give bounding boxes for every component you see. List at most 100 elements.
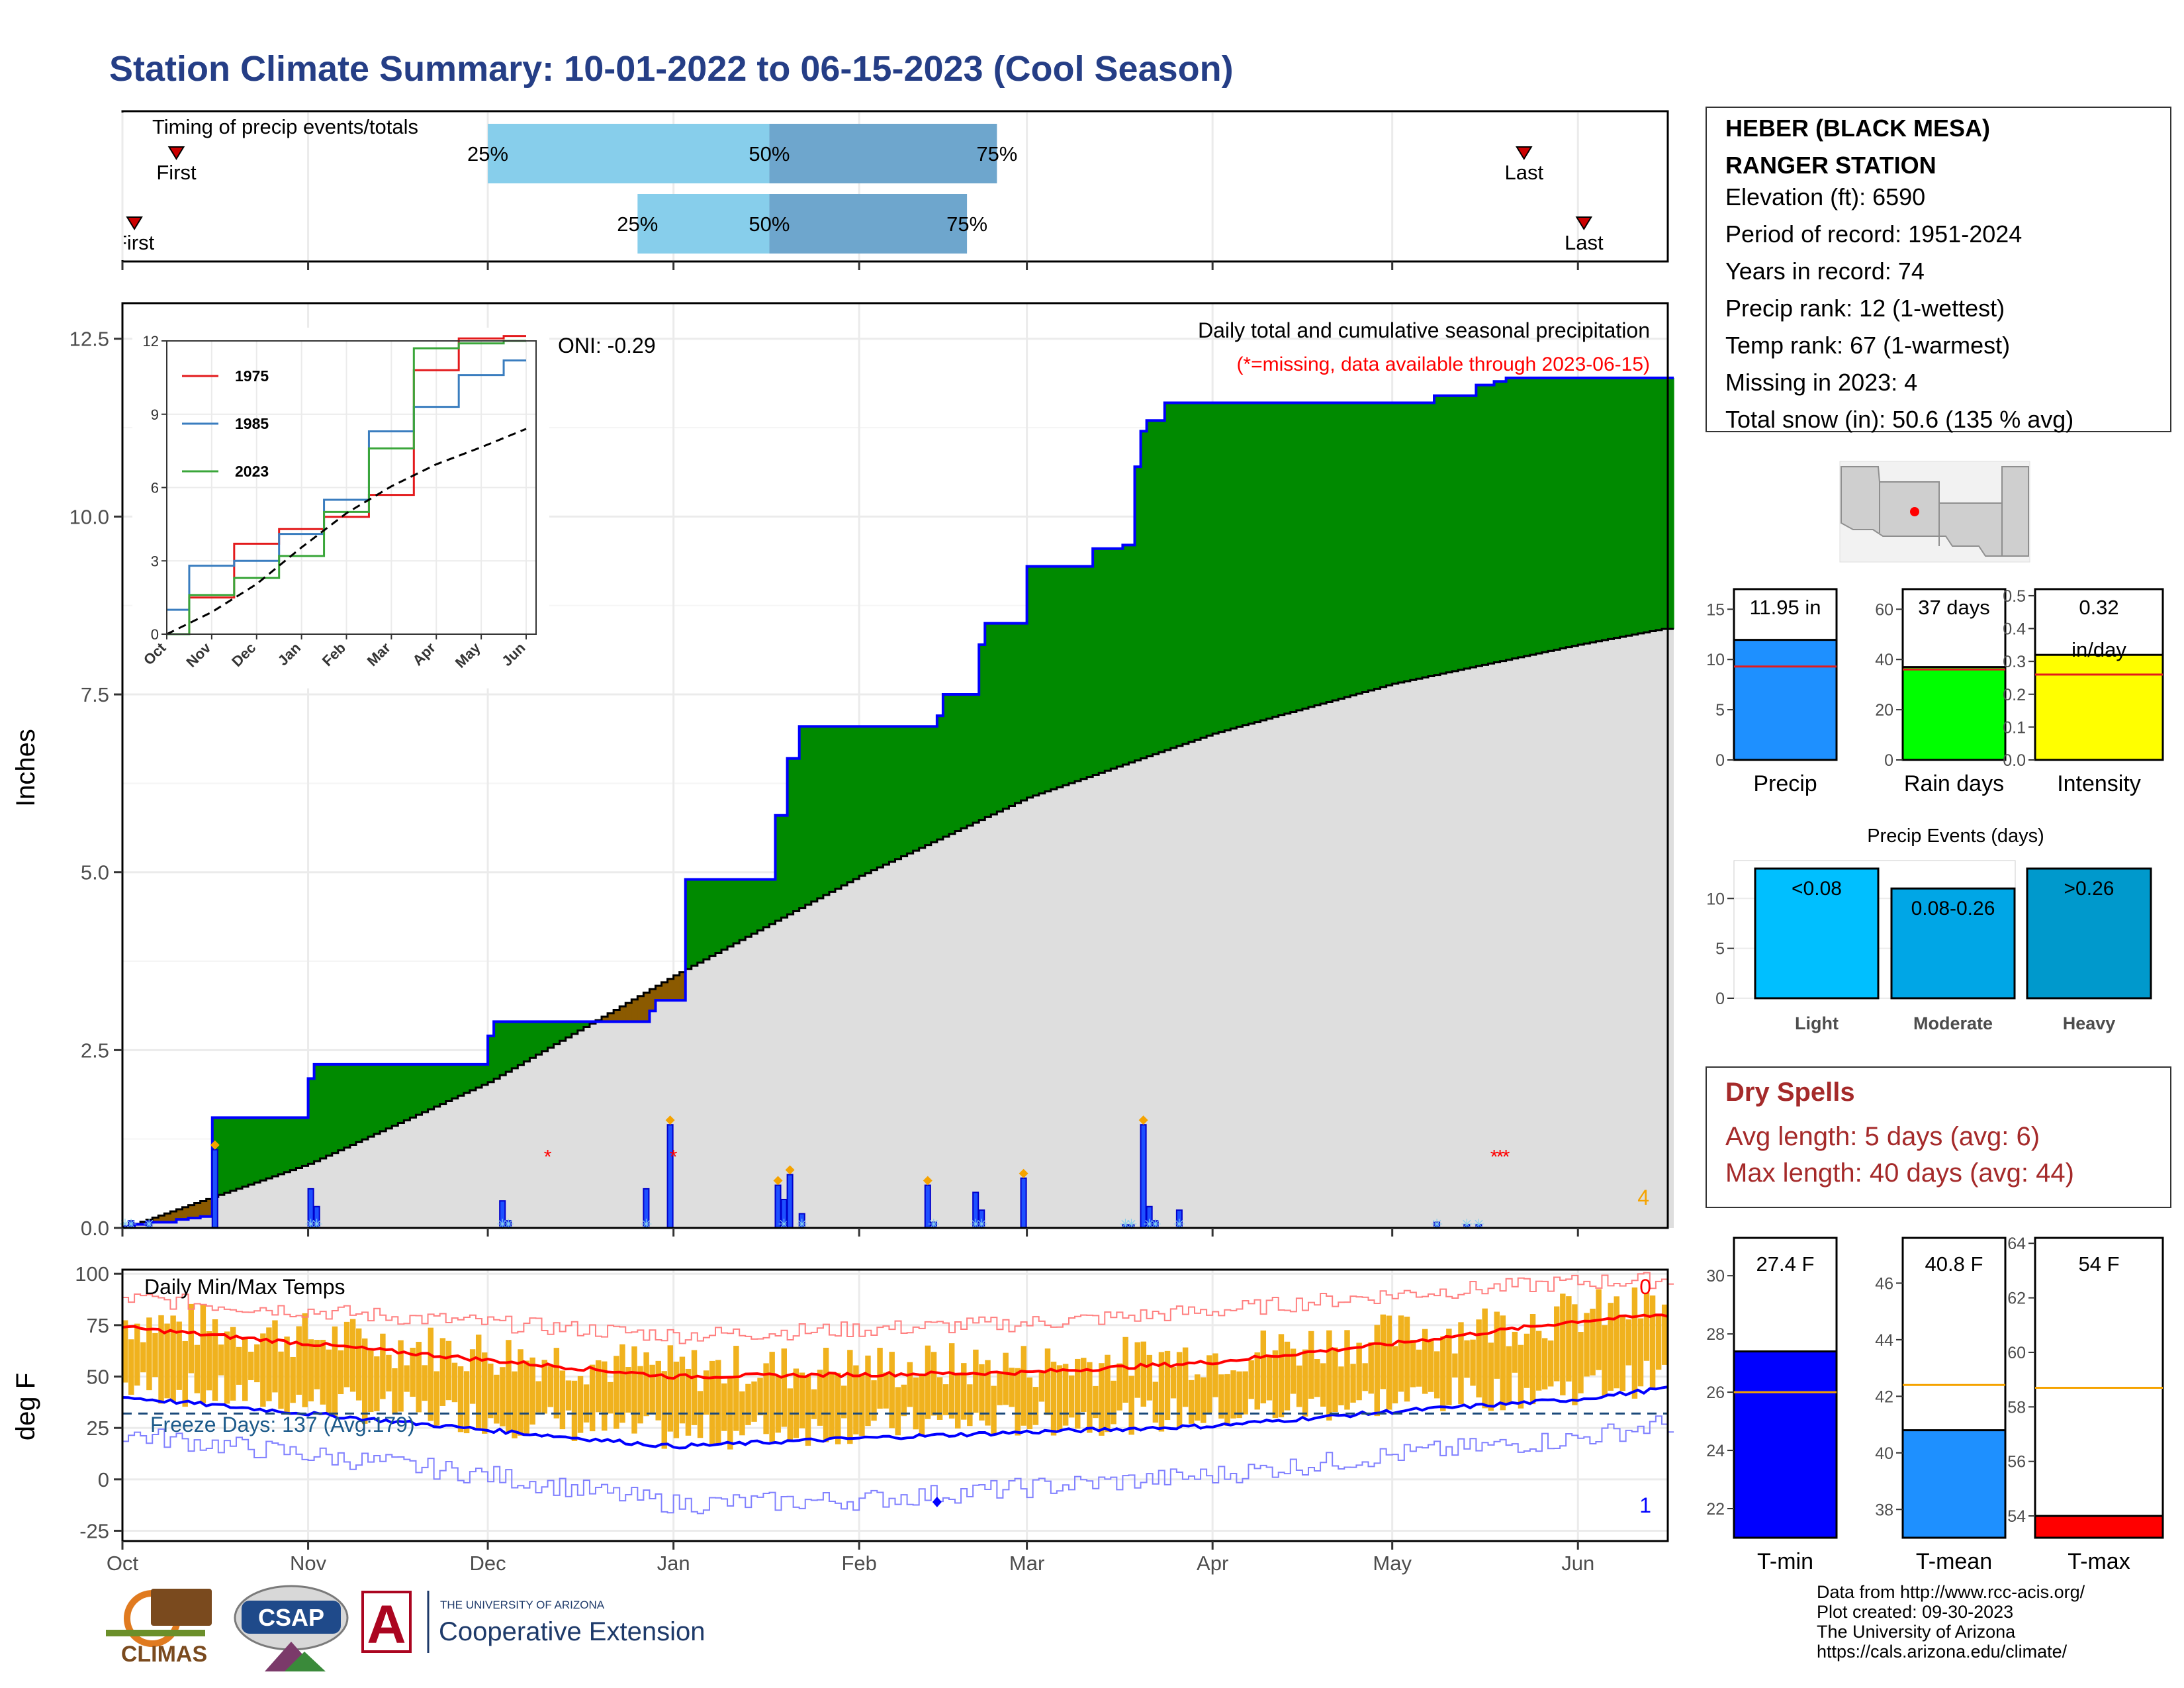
daily-temp-bar [278, 1351, 284, 1409]
events-title: Precip Events (days) [1867, 825, 2044, 847]
daily-temp-bar [763, 1363, 769, 1434]
daily-temp-bar [1122, 1336, 1128, 1403]
daily-temp-bar [1350, 1364, 1356, 1403]
surplus-area [1554, 377, 1561, 650]
deficit-area [667, 978, 674, 1001]
first-marker [126, 216, 143, 230]
surplus-area [1026, 566, 1034, 798]
surplus-area [841, 726, 848, 886]
surplus-area [811, 726, 818, 902]
daily-temp-bar [733, 1346, 739, 1431]
surplus-area [583, 1021, 590, 1027]
daily-temp-bar [200, 1304, 206, 1403]
daily-temp-bar [128, 1339, 134, 1395]
csap-logo: CSAP [234, 1585, 349, 1671]
deficit-area [625, 1003, 632, 1022]
surplus-area [997, 623, 1004, 812]
surplus-area [1128, 545, 1136, 763]
daily-temp-bar [703, 1370, 709, 1415]
surplus-area [1332, 402, 1339, 700]
summary-ytick-label: 5 [1715, 701, 1725, 720]
daily-temp-bar [1661, 1304, 1668, 1365]
surplus-area [1050, 566, 1058, 790]
daily-temp-bar [326, 1349, 332, 1413]
surplus-area [1596, 377, 1603, 641]
temp-summary-ytick-label: 54 [2007, 1507, 2026, 1526]
surplus-area [1541, 377, 1549, 653]
last-marker [1575, 216, 1593, 230]
surplus-area [1482, 385, 1489, 665]
daily-temp-bar [1649, 1295, 1656, 1389]
surplus-area [1476, 385, 1483, 667]
inset-legend-label: 1985 [235, 415, 269, 432]
daily-temp-bar [314, 1340, 320, 1389]
temp-summary-ytick-label: 38 [1875, 1501, 1893, 1519]
daily-temp-bar [1003, 1352, 1009, 1405]
surplus-area [482, 1064, 488, 1085]
daily-temp-bar [1015, 1368, 1021, 1436]
surplus-area [685, 879, 692, 969]
temp-summary-ytick-label: 22 [1706, 1500, 1725, 1519]
temp-summary-ytick-label: 40 [1875, 1444, 1893, 1463]
surplus-area [823, 726, 830, 896]
daily-temp-bar [1260, 1331, 1267, 1404]
daily-temp-bar [1302, 1349, 1308, 1417]
surplus-area [1182, 402, 1189, 744]
surplus-area [386, 1064, 392, 1129]
daily-temp-bar [608, 1382, 614, 1414]
daily-temp-bar [338, 1350, 344, 1395]
daily-temp-bar [883, 1372, 889, 1409]
temp-summary-label: T-min [1757, 1549, 1813, 1574]
temp-summary-ytick-label: 44 [1875, 1331, 1893, 1350]
surplus-area [1314, 402, 1321, 706]
surplus-area [715, 879, 722, 953]
temp-summary-ytick-label: 62 [2007, 1289, 2026, 1308]
daily-temp-bar [1296, 1365, 1302, 1407]
surplus-area [721, 879, 728, 950]
ua-logo: A THE UNIVERSITY OF ARIZONA Cooperative … [361, 1591, 705, 1655]
daily-temp-bar [901, 1384, 907, 1417]
daily-temp-bar [1075, 1358, 1081, 1429]
month-label: May [1373, 1552, 1412, 1575]
daily-temp-bar [805, 1376, 811, 1446]
daily-temp-bar [1146, 1354, 1153, 1401]
daily-temp-bar [1404, 1317, 1410, 1402]
inset-ytick-label: 9 [151, 406, 159, 423]
daily-temp-bar [1230, 1370, 1236, 1419]
surplus-area [955, 694, 962, 831]
surplus-area [1122, 545, 1130, 765]
daily-temp-bar [1619, 1316, 1626, 1391]
station-missing: Missing in 2023: 4 [1725, 369, 1917, 396]
surplus-area [380, 1064, 387, 1131]
daily-temp-bar [188, 1303, 195, 1374]
daily-temp-bar [679, 1356, 686, 1424]
daily-temp-bar [715, 1360, 721, 1445]
surplus-area [691, 879, 698, 966]
daily-temp-bar [643, 1352, 649, 1417]
surplus-area [1440, 395, 1447, 674]
deficit-area [673, 975, 680, 1001]
daily-temp-bar [404, 1365, 410, 1392]
summary-value: 11.95 in [1749, 596, 1821, 619]
daily-temp-bar [1158, 1352, 1165, 1432]
daily-temp-bar [1212, 1353, 1218, 1397]
surplus-area [877, 726, 884, 868]
surplus-area [1296, 402, 1303, 711]
surplus-area [889, 726, 896, 862]
timing-row-label: Avg [74, 142, 109, 165]
daily-temp-bar [1044, 1348, 1051, 1415]
logos: CLIMAS CSAP A THE UNIVERSITY OF ARIZONA … [106, 1585, 705, 1671]
inset-bg [132, 328, 549, 688]
daily-temp-bar [1314, 1359, 1320, 1397]
surplus-area [1500, 381, 1507, 661]
surplus-area [865, 726, 872, 873]
temp-summary-ytick-label: 26 [1706, 1383, 1725, 1402]
surplus-area [433, 1064, 441, 1107]
credit-line: https://cals.arizona.edu/climate/ [1817, 1642, 2068, 1662]
missing-marker: * [670, 1147, 678, 1168]
daily-temp-bar [1554, 1306, 1560, 1382]
surplus-area [1116, 548, 1124, 767]
record-min-line [122, 1415, 1674, 1515]
daily-temp-bar [919, 1375, 925, 1436]
surplus-area [1308, 402, 1315, 708]
